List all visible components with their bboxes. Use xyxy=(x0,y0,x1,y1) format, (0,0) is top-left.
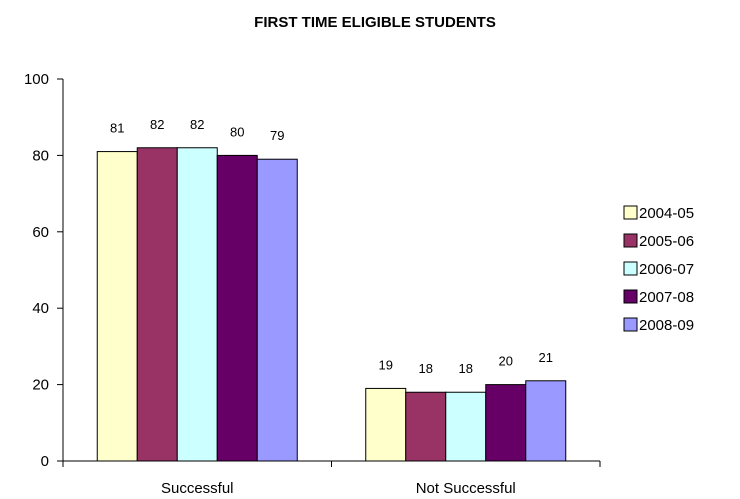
bar xyxy=(96,151,138,462)
legend-swatch xyxy=(623,289,638,304)
data-labels: 81 82 82 80 79 19 18 18 20 21 xyxy=(110,117,553,376)
bar xyxy=(445,391,487,462)
bar xyxy=(405,391,447,462)
data-label: 80 xyxy=(230,124,244,139)
y-tick-label: 60 xyxy=(32,224,49,241)
y-tick-label: 100 xyxy=(24,71,49,88)
bar xyxy=(256,158,298,462)
bar xyxy=(136,147,178,462)
bar xyxy=(216,154,258,462)
data-label: 20 xyxy=(499,354,513,369)
legend-swatch xyxy=(623,261,638,276)
legend-swatch xyxy=(623,205,638,220)
y-tick-label: 20 xyxy=(32,377,49,394)
bar xyxy=(485,384,527,462)
bars xyxy=(96,147,567,462)
data-label: 18 xyxy=(419,361,433,376)
data-label: 82 xyxy=(190,117,204,132)
x-tick-label: Not Successful xyxy=(416,480,516,497)
y-tick-label: 40 xyxy=(32,300,49,317)
legend-label: 2005-06 xyxy=(639,233,694,250)
data-label: 79 xyxy=(270,128,284,143)
data-label: 82 xyxy=(150,117,164,132)
legend-swatch xyxy=(623,317,638,332)
x-tick-label: Successful xyxy=(161,480,234,497)
data-label: 18 xyxy=(459,361,473,376)
data-label: 21 xyxy=(539,350,553,365)
y-tick-label: 80 xyxy=(32,147,49,164)
y-tick-label: 0 xyxy=(41,453,49,470)
bar xyxy=(525,380,567,462)
legend: 2004-05 2005-06 2006-07 2007-08 2008-09 xyxy=(623,205,694,334)
bar xyxy=(365,387,407,462)
data-label: 81 xyxy=(110,121,124,136)
data-label: 19 xyxy=(379,357,393,372)
axes: 0 20 40 60 80 100 Successful Not Successful xyxy=(24,71,601,497)
chart-title: FIRST TIME ELIGIBLE STUDENTS xyxy=(254,14,496,31)
bar xyxy=(176,147,218,462)
legend-label: 2007-08 xyxy=(639,289,694,306)
legend-label: 2006-07 xyxy=(639,261,694,278)
legend-swatch xyxy=(623,233,638,248)
legend-label: 2008-09 xyxy=(639,317,694,334)
legend-label: 2004-05 xyxy=(639,205,694,222)
